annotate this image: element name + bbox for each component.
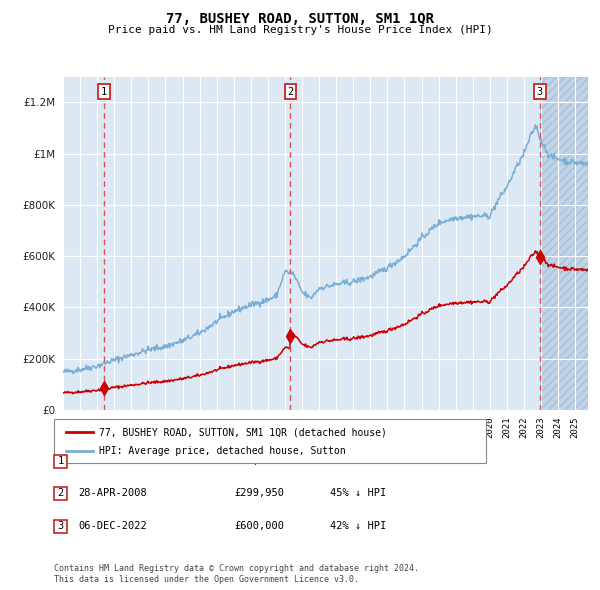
Text: 1: 1: [101, 87, 107, 97]
Bar: [540, 77, 588, 410]
Text: 28-APR-2008: 28-APR-2008: [78, 489, 147, 498]
Text: 2: 2: [287, 87, 293, 97]
Text: This data is licensed under the Open Government Licence v3.0.: This data is licensed under the Open Gov…: [54, 575, 359, 584]
Text: 06-DEC-2022: 06-DEC-2022: [78, 521, 147, 530]
Text: £600,000: £600,000: [234, 521, 284, 530]
Text: 77, BUSHEY ROAD, SUTTON, SM1 1QR: 77, BUSHEY ROAD, SUTTON, SM1 1QR: [166, 12, 434, 27]
Text: 3: 3: [58, 521, 64, 530]
Text: 3: 3: [537, 87, 543, 97]
Text: Price paid vs. HM Land Registry's House Price Index (HPI): Price paid vs. HM Land Registry's House …: [107, 25, 493, 35]
Text: 30-MAY-1997: 30-MAY-1997: [78, 456, 147, 466]
Text: £299,950: £299,950: [234, 489, 284, 498]
Text: £84,500: £84,500: [234, 456, 278, 466]
Text: 45% ↓ HPI: 45% ↓ HPI: [330, 489, 386, 498]
Text: 1: 1: [58, 456, 64, 466]
Text: Contains HM Land Registry data © Crown copyright and database right 2024.: Contains HM Land Registry data © Crown c…: [54, 563, 419, 572]
Text: 42% ↓ HPI: 42% ↓ HPI: [330, 521, 386, 530]
Text: 54% ↓ HPI: 54% ↓ HPI: [330, 456, 386, 466]
Text: 77, BUSHEY ROAD, SUTTON, SM1 1QR (detached house): 77, BUSHEY ROAD, SUTTON, SM1 1QR (detach…: [99, 427, 387, 437]
Text: HPI: Average price, detached house, Sutton: HPI: Average price, detached house, Sutt…: [99, 446, 346, 455]
Text: 2: 2: [58, 489, 64, 498]
